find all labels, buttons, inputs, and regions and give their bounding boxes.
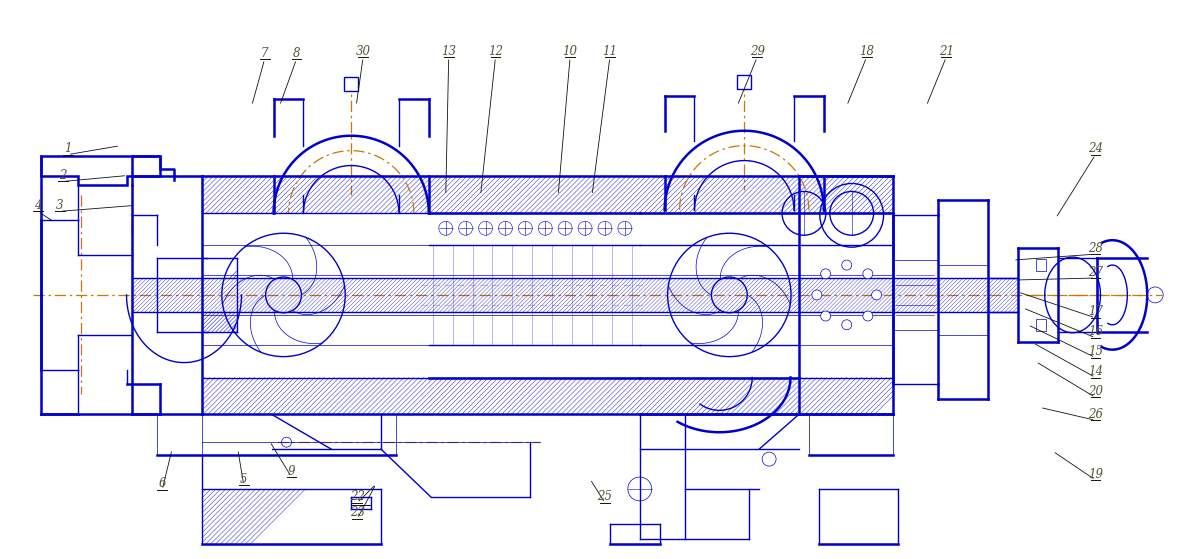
Text: 20: 20 xyxy=(1088,385,1103,398)
Text: 1: 1 xyxy=(64,142,71,155)
Text: 13: 13 xyxy=(441,45,456,58)
Bar xyxy=(737,75,751,89)
Text: 11: 11 xyxy=(602,45,617,58)
Text: 30: 30 xyxy=(356,45,371,58)
Circle shape xyxy=(841,260,852,270)
Text: 18: 18 xyxy=(859,45,875,58)
Text: 24: 24 xyxy=(1088,142,1103,155)
Text: 28: 28 xyxy=(1088,241,1103,255)
Text: 21: 21 xyxy=(939,45,954,58)
Text: 9: 9 xyxy=(288,465,295,477)
Text: 25: 25 xyxy=(597,490,613,504)
Circle shape xyxy=(821,269,831,279)
Text: 23: 23 xyxy=(350,506,365,519)
Text: 4: 4 xyxy=(34,199,41,212)
Text: 3: 3 xyxy=(56,199,64,212)
Bar xyxy=(344,77,358,91)
Circle shape xyxy=(841,320,852,330)
Text: 10: 10 xyxy=(563,45,577,58)
Text: 5: 5 xyxy=(241,472,248,486)
Text: 2: 2 xyxy=(59,169,66,182)
Text: 19: 19 xyxy=(1088,467,1103,481)
Text: 27: 27 xyxy=(1088,266,1103,278)
Text: 29: 29 xyxy=(750,45,764,58)
Text: 17: 17 xyxy=(1088,305,1103,318)
Text: 22: 22 xyxy=(350,490,365,504)
Text: 7: 7 xyxy=(261,46,268,60)
Circle shape xyxy=(821,311,831,321)
Bar xyxy=(1036,319,1045,331)
Text: 6: 6 xyxy=(159,477,166,490)
Text: 8: 8 xyxy=(293,46,300,60)
Circle shape xyxy=(872,290,882,300)
Circle shape xyxy=(863,311,873,321)
Text: 14: 14 xyxy=(1088,365,1103,378)
Text: 26: 26 xyxy=(1088,408,1103,421)
Bar xyxy=(1036,259,1045,271)
Text: 16: 16 xyxy=(1088,325,1103,338)
Text: 15: 15 xyxy=(1088,345,1103,358)
Circle shape xyxy=(863,269,873,279)
Circle shape xyxy=(812,290,822,300)
Text: 12: 12 xyxy=(488,45,502,58)
